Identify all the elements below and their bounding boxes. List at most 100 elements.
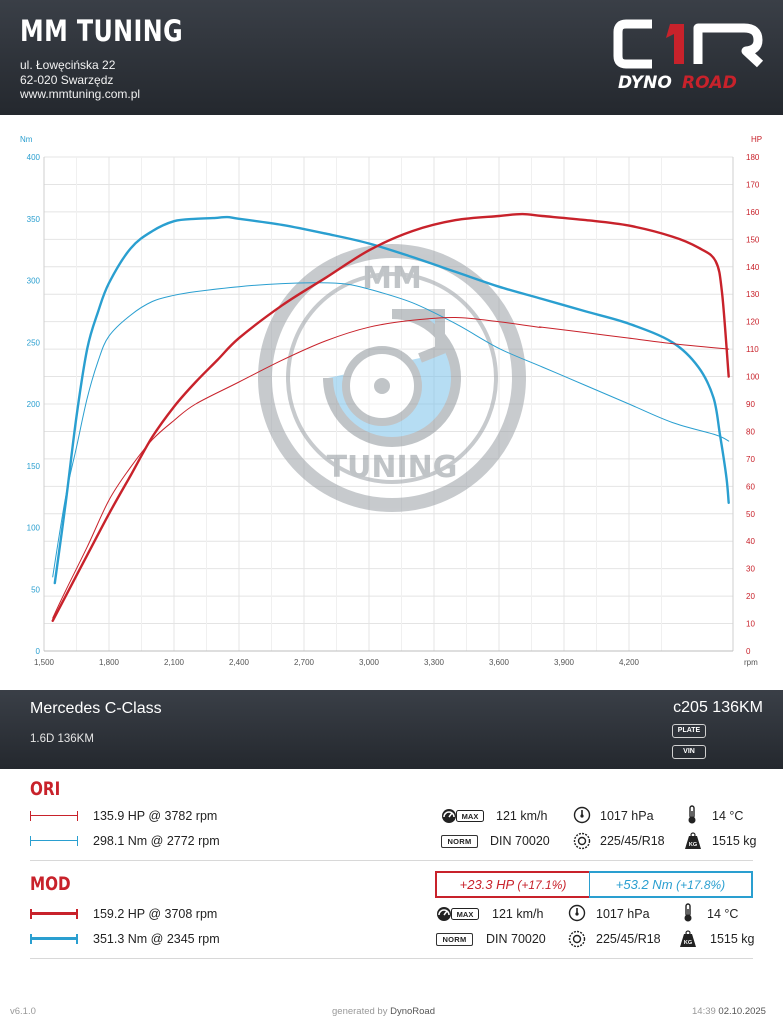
- website-link[interactable]: www.mmtuning.com.pl: [20, 87, 141, 101]
- x-tick-label: 2,100: [164, 658, 185, 667]
- y-left-tick-label: 150: [27, 462, 41, 471]
- x-tick-label: 4,200: [619, 658, 640, 667]
- ori-speed: 121 km/h: [496, 809, 548, 823]
- address: ul. Łowęcińska 22 62-020 Swarzędz www.mm…: [20, 58, 140, 102]
- mod-title: MOD: [30, 873, 71, 895]
- chart-axes: 0 50 100 150 200 250 300 350 400 0 10 20 30 40 50 60 70 8…: [20, 135, 762, 667]
- ori-torque-curve: [52, 282, 730, 578]
- ori-power-legend: [30, 811, 78, 821]
- mod-weight: 1515 kg: [710, 932, 755, 946]
- y-right-tick-label: 60: [746, 482, 755, 491]
- y-right-tick-label: 40: [746, 537, 755, 546]
- generated-by: generated by DynoRoad: [332, 1006, 435, 1017]
- ori-torque-legend: [30, 836, 78, 846]
- y-left-tick-label: 300: [27, 277, 41, 286]
- y-right-tick-label: 70: [746, 455, 755, 464]
- y-right-tick-label: 100: [746, 373, 760, 382]
- ori-weight: 1515 kg: [712, 834, 757, 848]
- speed-max-icon: MAX: [442, 809, 484, 823]
- x-tick-label: 3,600: [489, 658, 510, 667]
- mod-power-curve: [51, 212, 730, 622]
- y-left-tick-label: 400: [27, 153, 41, 162]
- hp-gain-box: +23.3 HP (+17.1%): [435, 871, 590, 898]
- address-city: 62-020 Swarzędz: [20, 72, 114, 87]
- weight-icon: KG: [685, 832, 701, 849]
- y-left-axis-label: Nm: [20, 135, 33, 144]
- y-right-tick-label: 20: [746, 592, 755, 601]
- ori-pressure: 1017 hPa: [600, 809, 654, 823]
- y-right-tick-label: 180: [746, 153, 760, 162]
- hp-gain: +23.3 HP: [459, 877, 514, 892]
- thermometer-icon: [684, 903, 692, 922]
- nm-gain-pct: (+17.8%): [676, 878, 726, 892]
- turbo-hub: [374, 378, 390, 394]
- y-left-tick-label: 350: [27, 215, 41, 224]
- y-right-tick-label: 140: [746, 263, 760, 272]
- y-left-tick-label: 250: [27, 338, 41, 347]
- watermark-inner-ring: [286, 272, 498, 484]
- nm-gain: +53.2 Nm: [615, 877, 673, 892]
- mod-torque-value: 351.3 Nm @ 2345 rpm: [93, 932, 220, 946]
- mod-temp: 14 °C: [707, 907, 739, 921]
- y-left-tick-label: 100: [27, 524, 41, 533]
- vehicle-code: c205 136KM: [673, 699, 763, 716]
- y-right-tick-label: 120: [746, 318, 760, 327]
- norm-badge: NORM: [436, 933, 473, 946]
- timestamp-date: 02.10.2025: [718, 1006, 766, 1017]
- chart-curves: [51, 212, 730, 622]
- x-tick-label: 3,900: [554, 658, 575, 667]
- weight-icon: KG: [680, 930, 696, 947]
- ori-torque-value: 298.1 Nm @ 2772 rpm: [93, 834, 220, 848]
- mod-power-legend: [30, 909, 78, 919]
- mod-norm: DIN 70020: [486, 932, 546, 946]
- pressure-gauge-icon: [568, 904, 586, 922]
- svg-text:ROAD: ROAD: [682, 73, 737, 93]
- y-right-tick-label: 150: [746, 235, 760, 244]
- ori-tyre: 225/45/R18: [600, 834, 665, 848]
- mod-speed: 121 km/h: [492, 907, 544, 921]
- nm-gain-box: +53.2 Nm (+17.8%): [589, 871, 753, 898]
- plate-tag: PLATE: [672, 724, 706, 738]
- speed-max-icon: MAX: [437, 907, 479, 921]
- y-right-tick-label: 10: [746, 620, 755, 629]
- generated-brand: DynoRoad: [390, 1006, 435, 1017]
- tyre-icon: [573, 832, 591, 850]
- pressure-gauge-icon: [573, 806, 591, 824]
- mod-tyre: 225/45/R18: [596, 932, 661, 946]
- generated-prefix: generated by: [332, 1006, 388, 1017]
- y-right-tick-label: 50: [746, 510, 755, 519]
- brand-name: MM TUNING: [20, 14, 184, 48]
- watermark-bottom-text: TUNING: [327, 450, 458, 485]
- x-tick-label: 2,700: [294, 658, 315, 667]
- mod-pressure: 1017 hPa: [596, 907, 650, 921]
- y-right-axis-label: HP: [751, 135, 762, 144]
- tyre-icon: [568, 930, 586, 948]
- svg-text:KG: KG: [689, 842, 697, 848]
- svg-text:MAX: MAX: [457, 910, 474, 919]
- ori-title: ORI: [30, 778, 61, 800]
- y-right-tick-label: 170: [746, 180, 760, 189]
- report-header: MM TUNING ul. Łowęcińska 22 62-020 Swarz…: [0, 0, 783, 115]
- x-tick-label: 3,300: [424, 658, 445, 667]
- y-right-tick-label: 30: [746, 565, 755, 574]
- x-tick-label: 3,000: [359, 658, 380, 667]
- ori-norm: DIN 70020: [490, 834, 550, 848]
- x-axis-label: rpm: [744, 658, 758, 667]
- ori-temp: 14 °C: [712, 809, 744, 823]
- y-left-tick-label: 200: [27, 400, 41, 409]
- svg-text:MAX: MAX: [462, 812, 479, 821]
- y-right-tick-label: 130: [746, 290, 760, 299]
- mod-power-value: 159.2 HP @ 3708 rpm: [93, 907, 218, 921]
- dyno-chart: MM TUNING 0 50 100 150 200 250 300 350 400 0 10 20 3…: [20, 135, 762, 667]
- hp-gain-pct: (+17.1%): [517, 878, 567, 892]
- ori-power-value: 135.9 HP @ 3782 rpm: [93, 809, 218, 823]
- x-tick-label: 1,800: [99, 658, 120, 667]
- vehicle-engine: 1.6D 136KM: [30, 733, 94, 745]
- section-divider: [30, 958, 753, 959]
- y-right-tick-label: 0: [746, 647, 751, 656]
- y-right-tick-label: 160: [746, 208, 760, 217]
- vehicle-make: Mercedes C-Class: [30, 700, 162, 717]
- mm-tuning-watermark: MM TUNING: [258, 244, 526, 512]
- svg-text:KG: KG: [684, 940, 692, 946]
- x-tick-label: 1,500: [34, 658, 55, 667]
